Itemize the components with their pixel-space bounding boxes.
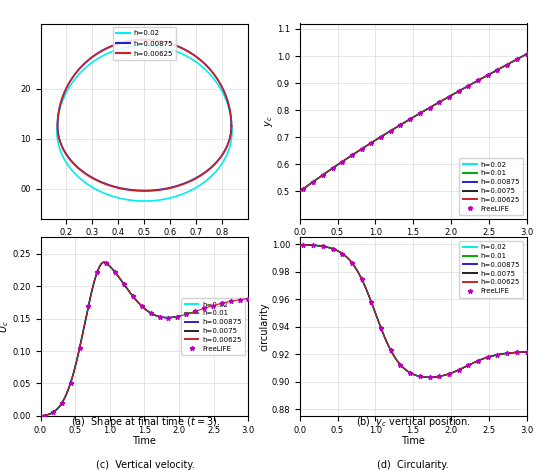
- Text: (d)  Circularity.: (d) Circularity.: [377, 460, 449, 470]
- X-axis label: Time: Time: [401, 436, 425, 446]
- Legend: h=0.02, h=0.01, h=0.00875, h=0.0075, h=0.00625, FreeLIFE: h=0.02, h=0.01, h=0.00875, h=0.0075, h=0…: [459, 241, 523, 298]
- Y-axis label: $y_c$: $y_c$: [264, 115, 275, 127]
- Y-axis label: $U_c$: $U_c$: [0, 320, 11, 333]
- Legend: h=0.02, h=0.01, h=0.00875, h=0.0075, h=0.00625, FreeLIFE: h=0.02, h=0.01, h=0.00875, h=0.0075, h=0…: [181, 298, 245, 355]
- Text: (b)  $y_c$ vertical position.: (b) $y_c$ vertical position.: [356, 415, 470, 430]
- Y-axis label: circularity: circularity: [260, 302, 270, 351]
- Text: (c)  Vertical velocity.: (c) Vertical velocity.: [97, 460, 195, 470]
- Legend: h=0.02, h=0.01, h=0.00875, h=0.0075, h=0.00625, FreeLIFE: h=0.02, h=0.01, h=0.00875, h=0.0075, h=0…: [459, 158, 523, 215]
- Text: (a)  Shape at final time ($t = 3$).: (a) Shape at final time ($t = 3$).: [71, 415, 220, 430]
- X-axis label: Time: Time: [401, 239, 425, 249]
- X-axis label: Time: Time: [132, 436, 157, 446]
- Legend: h=0.02, h=0.00875, h=0.00625: h=0.02, h=0.00875, h=0.00625: [112, 27, 177, 60]
